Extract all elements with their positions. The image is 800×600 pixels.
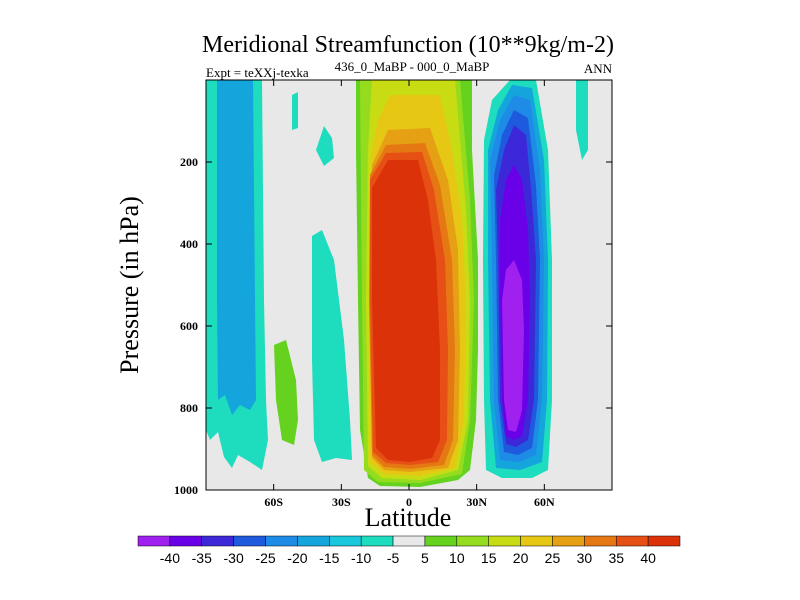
colorbar-swatch xyxy=(552,535,585,547)
colorbar-label: 35 xyxy=(608,550,624,566)
x-axis: 60S 30S 0 30N 60N xyxy=(264,80,555,509)
center-subtitle: 436_0_MaBP - 000_0_MaBP xyxy=(335,59,490,74)
colorbar-label: 20 xyxy=(513,550,529,566)
colorbar-label: -15 xyxy=(319,550,339,566)
colorbar-label: -30 xyxy=(224,550,244,566)
y-tick-label: 800 xyxy=(180,401,198,415)
colorbar-label: -25 xyxy=(255,550,275,566)
colorbar-label: 10 xyxy=(449,550,465,566)
colorbar-swatch xyxy=(615,535,649,547)
plot-area xyxy=(205,79,613,491)
colorbar-swatch xyxy=(137,535,171,547)
colorbar-swatch xyxy=(392,535,426,547)
colorbar-swatch xyxy=(424,535,458,547)
x-tick-label: 0 xyxy=(406,495,412,509)
colorbar-swatch xyxy=(169,535,203,547)
contour-sh-negative-core xyxy=(217,80,256,415)
contour-tropical-40 xyxy=(372,160,440,462)
left-subtitle: Expt = teXXj-texka xyxy=(206,65,309,80)
contour-sh-midlat-weak-positive xyxy=(274,340,298,445)
y-tick-label: 600 xyxy=(180,319,198,333)
colorbar-label: -40 xyxy=(160,550,180,566)
colorbar-swatch xyxy=(329,535,362,547)
colorbar-swatch xyxy=(297,535,330,547)
y-axis: 200 400 600 800 1000 xyxy=(174,155,612,497)
y-axis-label: Pressure (in hPa) xyxy=(115,196,144,374)
chart-title: Meridional Streamfunction (10**9kg/m-2) xyxy=(202,32,614,58)
colorbar-label: 25 xyxy=(545,550,561,566)
right-subtitle: ANN xyxy=(584,61,613,76)
colorbar-swatch xyxy=(360,535,394,547)
colorbar-swatch xyxy=(456,535,489,547)
contour-sh-subtropics-patch xyxy=(316,126,334,166)
x-tick-label: 30N xyxy=(466,495,487,509)
colorbar-swatch xyxy=(647,535,681,547)
colorbar-label: 30 xyxy=(577,550,593,566)
colorbar-label: 15 xyxy=(481,550,497,566)
y-tick-label: 1000 xyxy=(174,483,198,497)
contour-sh-subtropics-negative xyxy=(312,230,352,462)
colorbar-label: -10 xyxy=(351,550,371,566)
colorbar-swatch xyxy=(488,535,521,547)
x-tick-label: 30S xyxy=(332,495,351,509)
contour-fills xyxy=(206,80,588,487)
colorbar-label: -5 xyxy=(387,550,400,566)
contour-nh-highlat-negative xyxy=(576,80,588,160)
colorbar-label: -20 xyxy=(287,550,307,566)
colorbar-label: 5 xyxy=(421,550,429,566)
colorbar-swatch xyxy=(233,535,266,547)
colorbar-swatch xyxy=(201,535,234,547)
colorbar-swatch xyxy=(265,535,298,547)
x-axis-label: Latitude xyxy=(365,503,452,532)
x-tick-label: 60S xyxy=(264,495,283,509)
contour-sh-upper-sliver xyxy=(292,92,298,130)
y-tick-label: 200 xyxy=(180,155,198,169)
colorbar: -40 -35 -30 -25 -20 -15 -10 -5 5 10 15 20 25 30 35 40 xyxy=(137,535,681,566)
colorbar-swatch xyxy=(584,535,617,547)
x-tick-label: 60N xyxy=(534,495,555,509)
colorbar-swatch xyxy=(520,535,553,547)
y-tick-label: 400 xyxy=(180,237,198,251)
contour-nh-35 xyxy=(502,260,524,432)
colorbar-label: -35 xyxy=(192,550,212,566)
colorbar-label: 40 xyxy=(640,550,656,566)
